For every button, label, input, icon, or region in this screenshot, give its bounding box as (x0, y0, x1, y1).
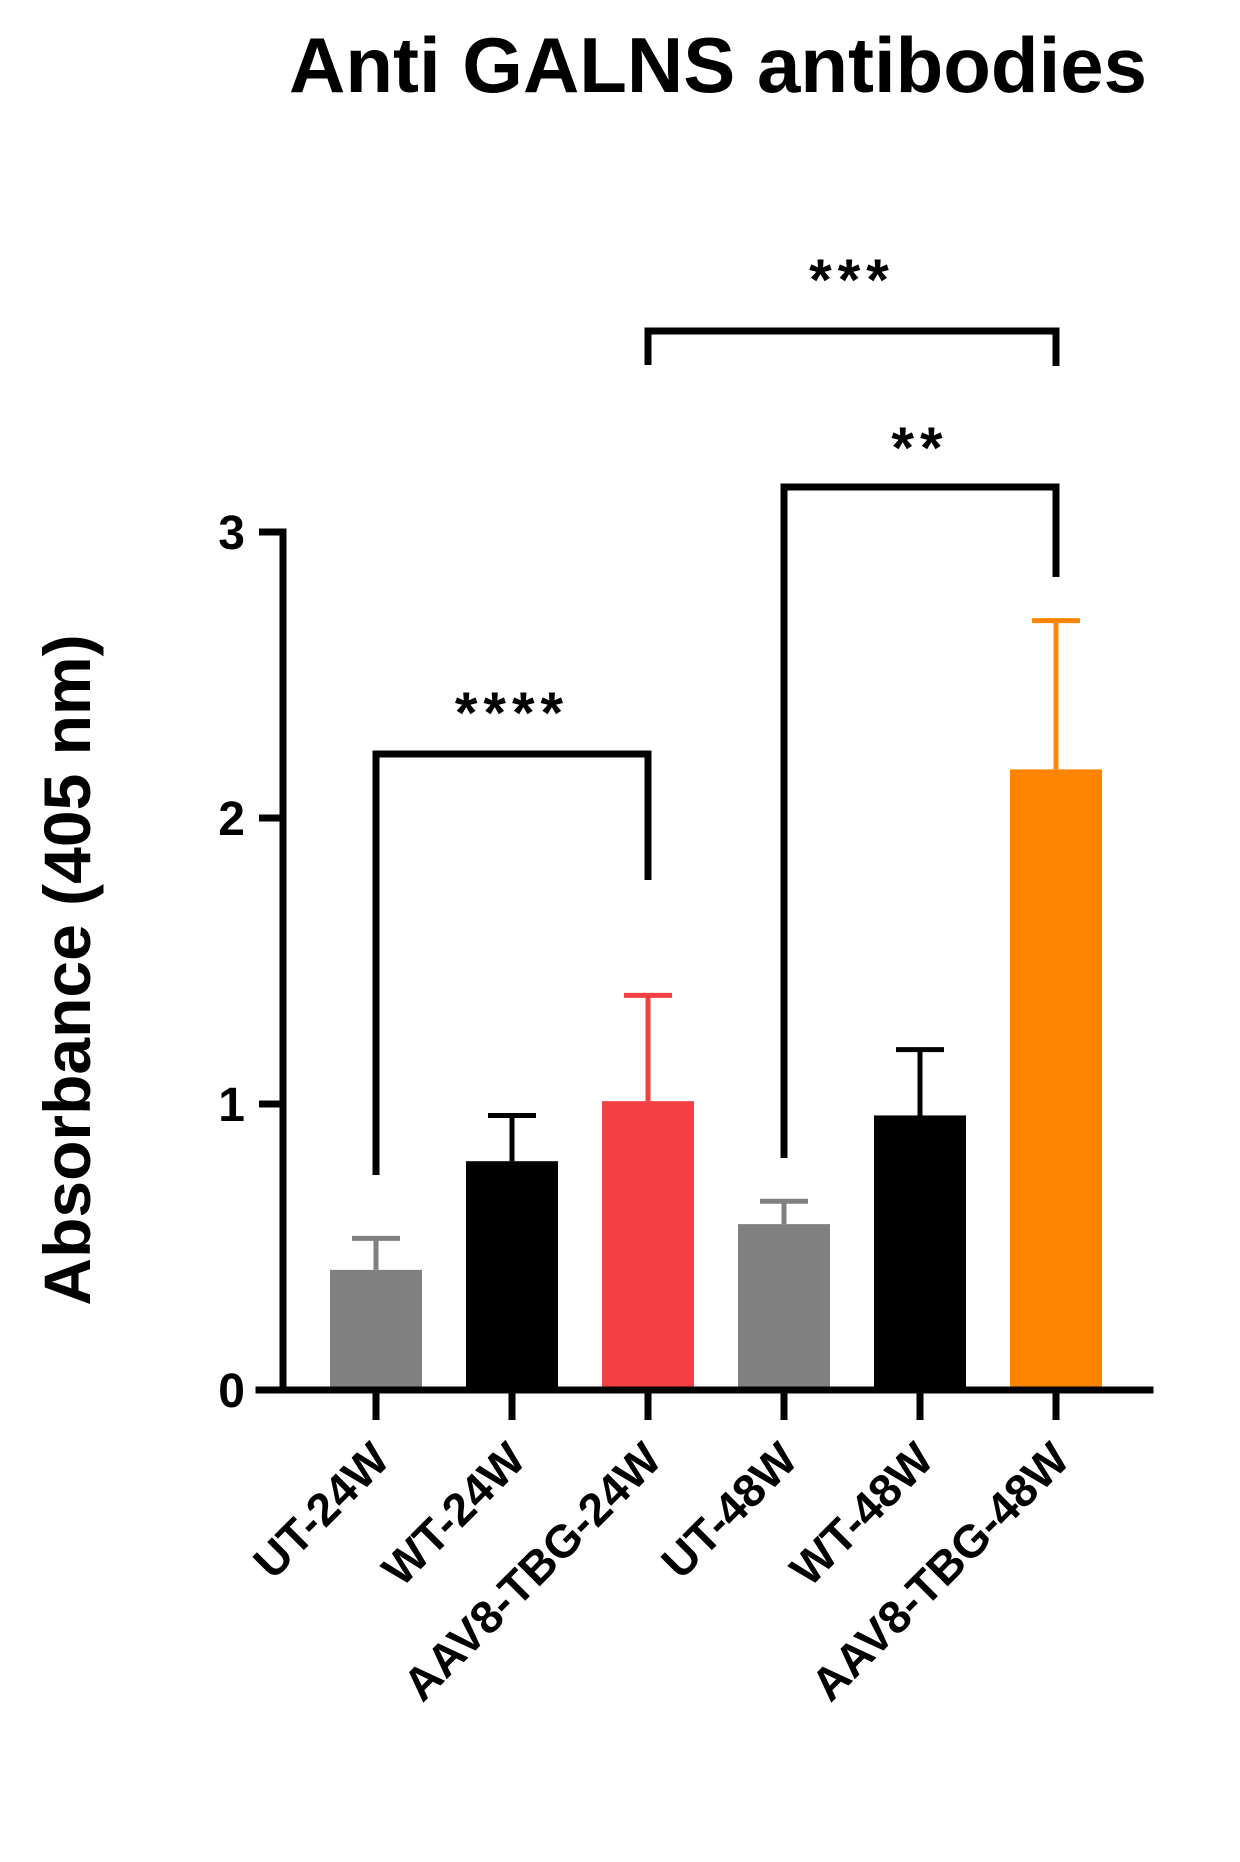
bar-ut-48w (738, 1224, 830, 1390)
chart-title: Anti GALNS antibodies (289, 21, 1147, 109)
significance-bracket-1 (372, 750, 652, 1175)
significance-label-3: *** (809, 248, 895, 313)
x-tick-label-ut-48w: UT-48W (651, 1432, 807, 1588)
bar-wt-24w (466, 1161, 558, 1390)
y-tick-label-3: 3 (218, 507, 245, 560)
y-tick-label-1: 1 (218, 1079, 245, 1132)
plot-area: 0123UT-24WWT-24WAAV8-TBG-24WUT-48WWT-48W… (218, 248, 1154, 1711)
bar-ut-24w (330, 1269, 422, 1390)
significance-bracket-2 (780, 483, 1060, 1158)
bar-aav8-tbg-48w (1010, 769, 1102, 1390)
bar-aav8-tbg-24w (602, 1101, 694, 1390)
significance-label-1: **** (455, 681, 569, 746)
x-tick-label-aav8-tbg-48w: AAV8-TBG-48W (801, 1432, 1080, 1711)
x-tick-label-ut-24w: UT-24W (243, 1432, 399, 1588)
bar-wt-48w (874, 1115, 966, 1390)
x-tick-label-aav8-tbg-24w: AAV8-TBG-24W (393, 1432, 672, 1711)
significance-bracket-3 (644, 327, 1060, 366)
y-tick-label-2: 2 (218, 793, 245, 846)
y-tick-label-0: 0 (218, 1365, 245, 1418)
y-axis-label: Absorbance (405 nm) (30, 634, 104, 1305)
significance-label-2: ** (891, 416, 948, 481)
